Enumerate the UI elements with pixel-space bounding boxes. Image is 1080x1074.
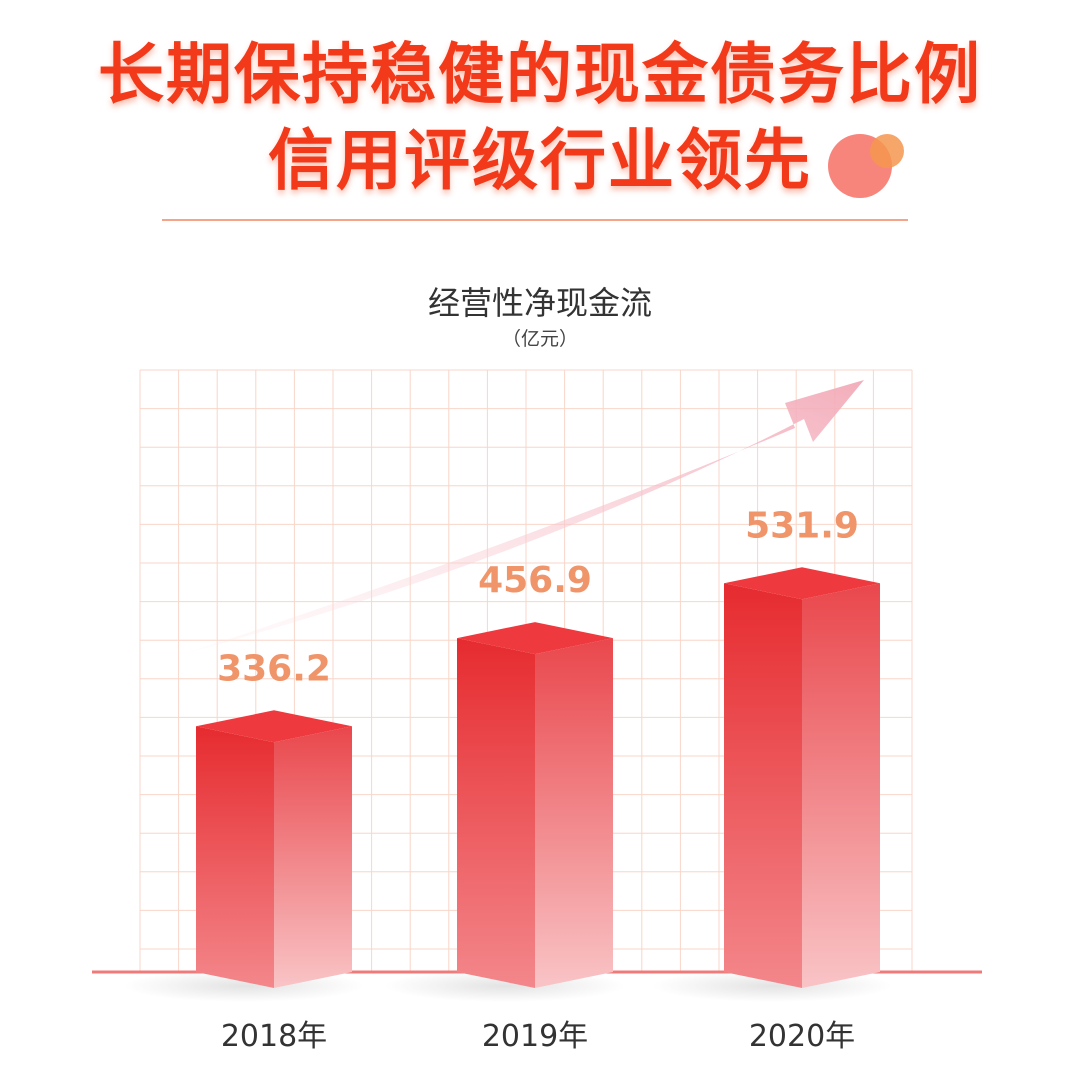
trend-arrow-icon [190, 380, 864, 652]
value-label: 336.2 [217, 648, 331, 689]
bar-2019年-side-face [535, 638, 613, 988]
title-divider [162, 219, 908, 221]
bar-2018年-front-face [196, 726, 274, 988]
bar-2018年-top-face [196, 710, 352, 743]
headline-line-1: 长期保持稳健的现金债务比例 [98, 36, 982, 113]
chart-unit: （亿元） [501, 328, 578, 350]
bar-2019年-top-face [457, 622, 613, 655]
bar-2020年-top-face [724, 567, 880, 600]
value-label: 456.9 [478, 560, 592, 601]
chart-title: 经营性净现金流 [427, 284, 652, 322]
bar-2020年-front-face [724, 583, 802, 988]
category-label: 2019年 [482, 1019, 588, 1054]
decorative-circle-small [870, 134, 904, 168]
bar-2018年-side-face [274, 726, 352, 988]
category-label: 2018年 [221, 1019, 327, 1054]
headline-line-2: 信用评级行业领先 [268, 122, 812, 199]
bar-2019年-front-face [457, 638, 535, 988]
category-label: 2020年 [749, 1019, 855, 1054]
bar-2020年-side-face [802, 583, 880, 988]
value-label: 531.9 [745, 505, 859, 546]
